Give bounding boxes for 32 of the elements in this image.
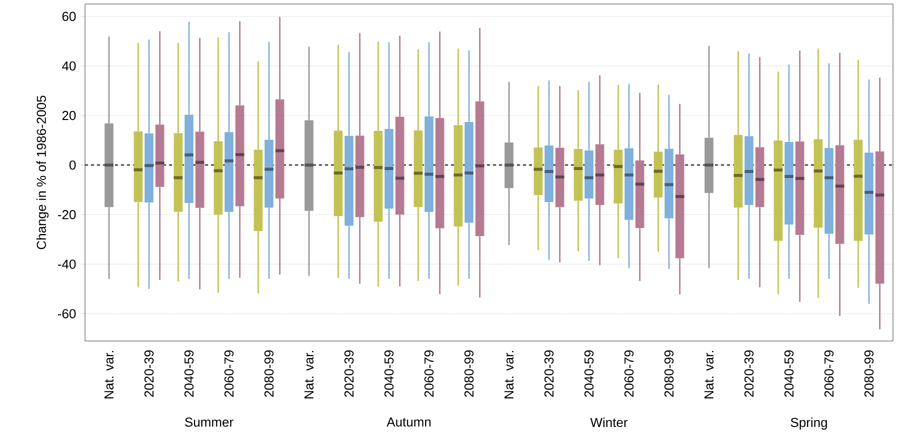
x-tick-label: 2020-39: [344, 350, 354, 397]
y-tick-label: 20: [62, 110, 76, 120]
x-tick-label: 2040-59: [584, 350, 594, 397]
y-tick-label: -60: [58, 309, 76, 318]
x-tick-label: 2060-79: [424, 350, 434, 397]
x-tick-label: 2080-99: [464, 350, 474, 397]
x-tick-label: 2020-39: [544, 350, 554, 397]
x-tick-label: 2060-79: [224, 350, 234, 397]
x-tick-label: Nat. var.: [504, 350, 514, 398]
x-tick-label: 2040-59: [184, 350, 194, 397]
x-tick-label: 2080-99: [264, 350, 274, 397]
x-tick-label: Nat. var.: [104, 350, 114, 398]
y-tick-label: 40: [62, 61, 76, 71]
x-tick-label: 2020-39: [744, 350, 754, 397]
x-tick-label: Nat. var.: [304, 350, 314, 398]
x-tick-label: 2040-59: [384, 350, 394, 397]
text: Summer: [185, 418, 234, 427]
x-tick-label: 2060-79: [824, 350, 834, 397]
x-tick-label: 2060-79: [624, 350, 634, 397]
text: Winter: [590, 418, 628, 428]
text: Autumn: [386, 418, 431, 427]
y-tick-label: -40: [58, 260, 76, 269]
x-tick-label: 2080-99: [664, 350, 674, 397]
x-tick-label: 2080-99: [864, 350, 874, 397]
text: Spring: [790, 418, 827, 430]
y-axis-title: Change in % of 1986-2005: [36, 96, 49, 250]
y-tick-label: 60: [62, 12, 76, 21]
y-tick-label: -20: [58, 210, 76, 220]
y-tick-label: 0: [69, 160, 76, 170]
x-tick-label: 2020-39: [144, 350, 154, 397]
x-tick-label: Nat. var.: [704, 350, 714, 398]
x-tick-label: 2040-59: [784, 350, 794, 397]
